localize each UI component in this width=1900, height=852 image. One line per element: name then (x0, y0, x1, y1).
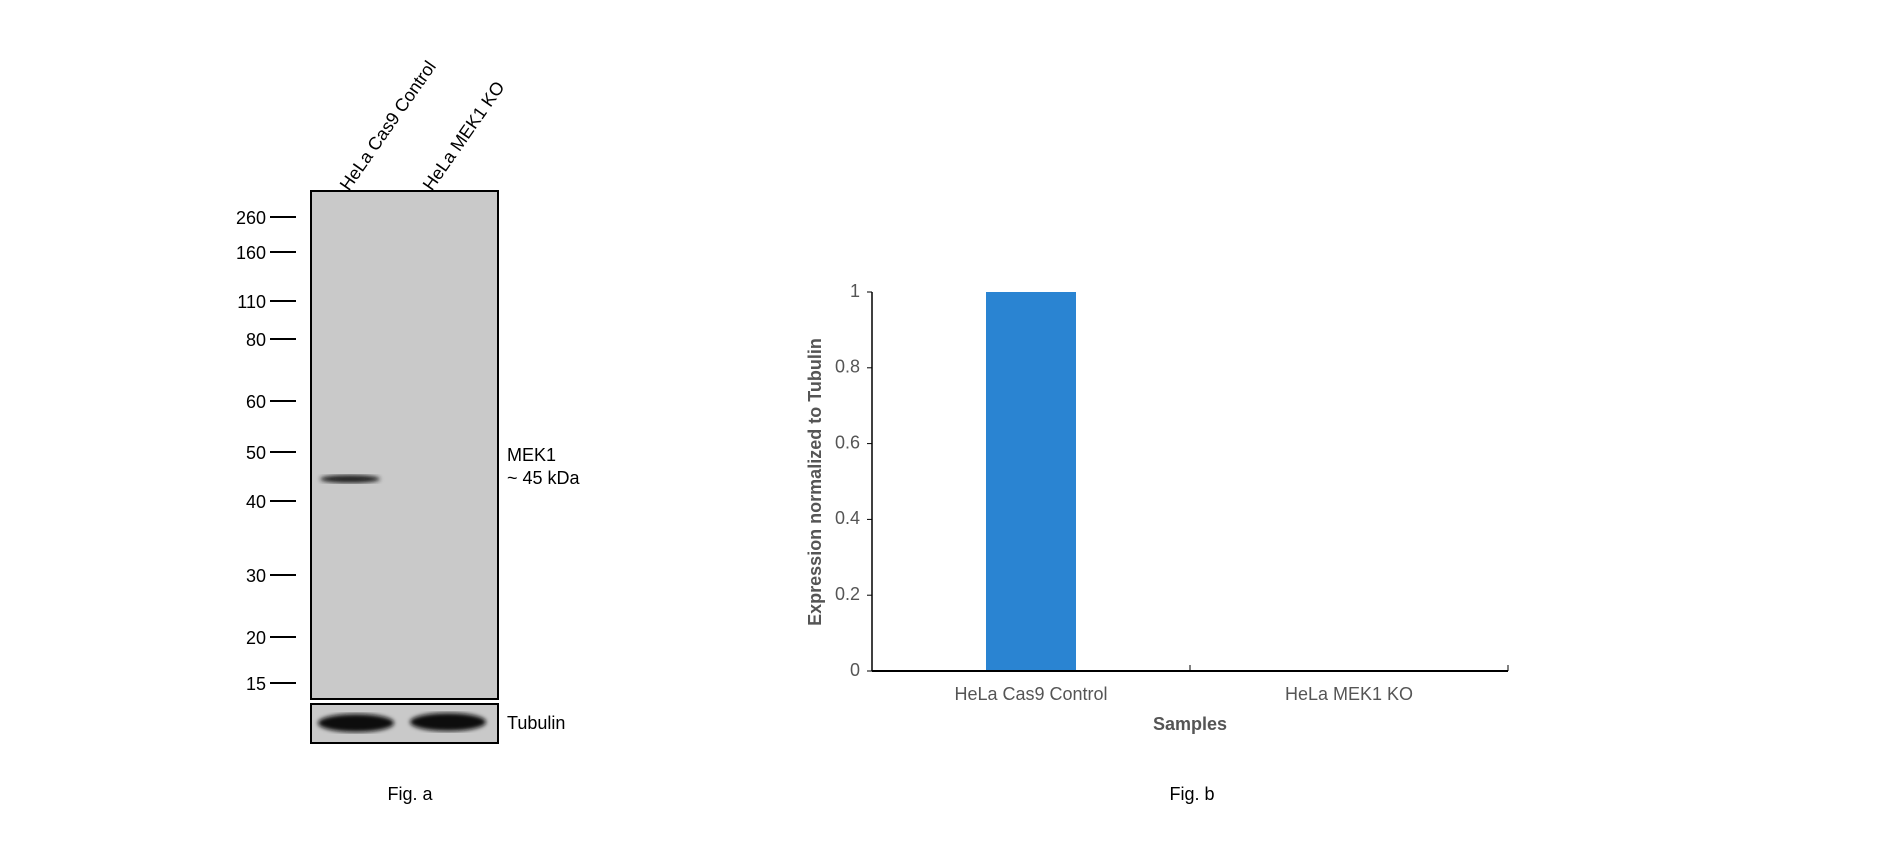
marker-label: 30 (246, 566, 266, 586)
y-tick-label: 0.4 (835, 508, 860, 528)
y-tick-label: 0.8 (835, 357, 860, 377)
marker-label: 60 (246, 392, 266, 412)
marker-label: 20 (246, 628, 266, 648)
x-tick-label: HeLa Cas9 Control (954, 684, 1107, 704)
marker-label: 80 (246, 330, 266, 350)
marker-label: 160 (236, 243, 266, 263)
caption: Fig. b (1169, 784, 1214, 804)
tubulin-band (318, 714, 394, 732)
y-tick-label: 0.6 (835, 432, 860, 452)
mek1-band (320, 475, 380, 483)
blot-membrane (310, 190, 499, 700)
y-axis-label: Expression normalized to Tubulin (805, 338, 825, 626)
lane-label: HeLa MEK1 KO (419, 78, 509, 194)
x-tick-label: HeLa MEK1 KO (1285, 684, 1413, 704)
marker-label: 260 (236, 208, 266, 228)
x-axis-label: Samples (1153, 714, 1227, 734)
bar (986, 292, 1076, 671)
marker-label: 40 (246, 492, 266, 512)
y-tick-label: 0 (850, 660, 860, 680)
band-name: MEK1 (507, 445, 556, 465)
marker-label: 15 (246, 674, 266, 694)
y-tick-label: 1 (850, 281, 860, 301)
caption: Fig. a (387, 784, 433, 804)
y-tick-label: 0.2 (835, 584, 860, 604)
tubulin-band (410, 713, 486, 731)
marker-label: 110 (237, 292, 266, 312)
band-size: ~ 45 kDa (507, 468, 581, 488)
marker-label: 50 (246, 443, 266, 463)
loading-control: Tubulin (507, 713, 565, 733)
